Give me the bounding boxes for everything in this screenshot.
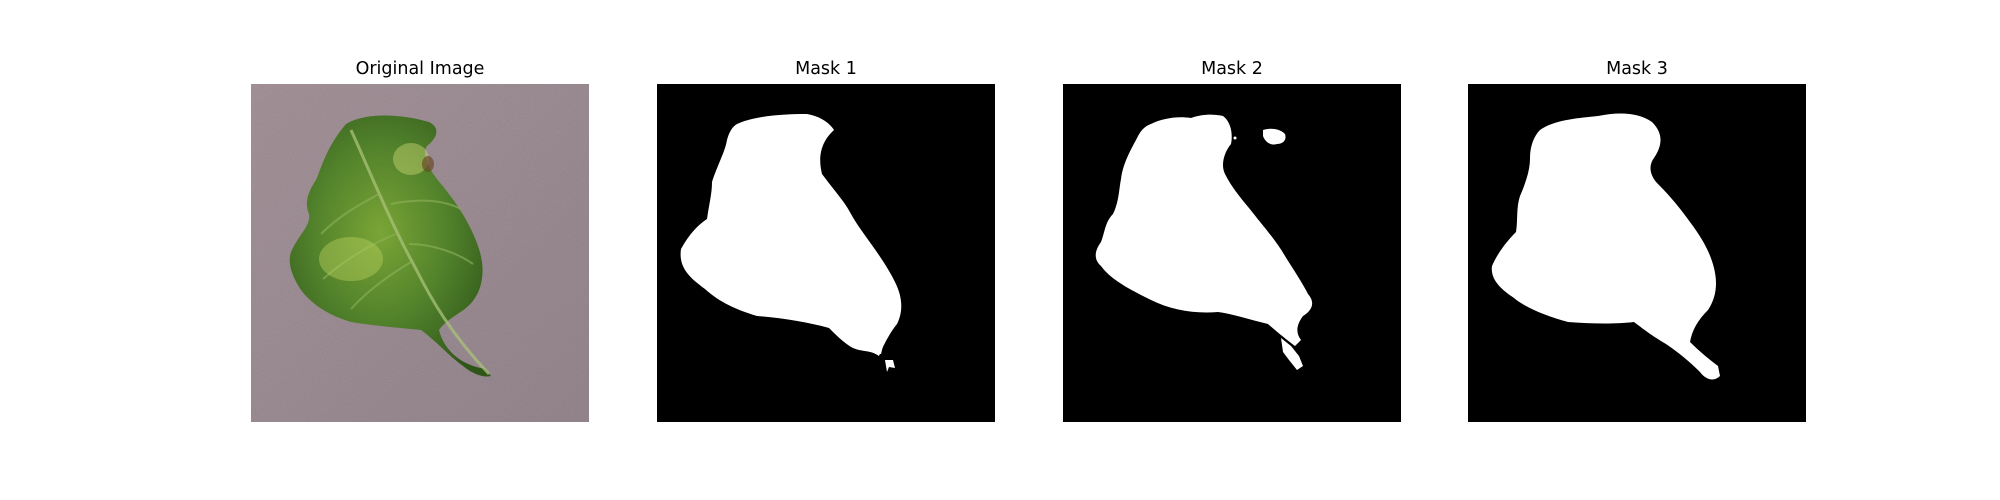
mask-3-image	[1468, 84, 1806, 422]
leaf-vein	[408, 243, 474, 265]
leaf-vein	[350, 261, 412, 310]
mask-speck	[1233, 136, 1237, 140]
panel-mask-3: Mask 3	[1468, 58, 1806, 422]
mask-region	[1491, 113, 1720, 380]
mask-speck	[1193, 208, 1197, 212]
leaf-spot	[422, 156, 434, 172]
original-leaf-image	[251, 84, 589, 422]
mask-speck	[1281, 338, 1303, 370]
leaf-vein	[320, 193, 380, 235]
mask-blob	[1263, 128, 1286, 145]
leaf-vein	[322, 233, 397, 280]
mask-1-image	[657, 84, 995, 422]
mask-2-image	[1063, 84, 1401, 422]
leaf-vein	[390, 199, 462, 210]
panel-title: Mask 2	[1201, 59, 1263, 79]
panel-mask-2: Mask 2	[1063, 58, 1401, 422]
mask-speck	[885, 360, 895, 372]
mask-region	[1095, 114, 1313, 346]
leaf-highlight	[319, 237, 383, 281]
panel-original-image: Original Image	[251, 58, 589, 422]
mask-region	[680, 114, 902, 356]
panel-title: Mask 3	[1606, 59, 1668, 79]
panel-mask-1: Mask 1	[657, 58, 995, 422]
leaf-midrib	[349, 129, 491, 376]
panel-title: Mask 1	[795, 59, 857, 79]
leaf-highlight	[393, 143, 429, 175]
mask-speck	[875, 346, 883, 354]
panel-title: Original Image	[355, 59, 485, 79]
